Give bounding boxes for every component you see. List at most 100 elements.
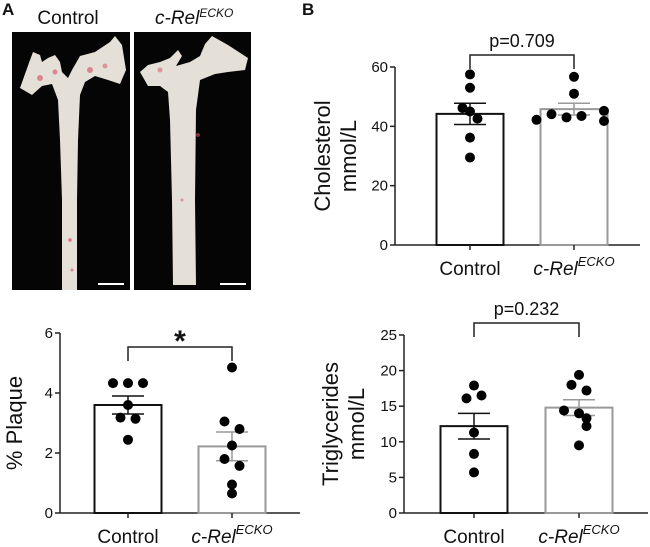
y-tick-label: 6 — [45, 325, 53, 342]
data-point — [469, 467, 479, 478]
y-label-line1: Cholesterol — [310, 100, 335, 211]
data-point — [559, 405, 569, 416]
data-point — [219, 454, 230, 464]
category-name: Control — [97, 527, 158, 547]
y-axis-label: % Plaque — [2, 376, 27, 470]
data-point — [465, 69, 475, 80]
y-tick-label: 5 — [389, 469, 397, 486]
data-point — [599, 105, 609, 116]
category-name: Control — [443, 527, 504, 547]
data-point — [531, 114, 542, 125]
data-point — [574, 369, 584, 380]
category-superscript: ECKO — [236, 522, 273, 537]
scale-bar — [98, 283, 124, 285]
aorta-photo-ko — [134, 32, 251, 290]
y-label-line1: Triglycerides — [318, 362, 343, 486]
y-tick-label: 60 — [371, 59, 388, 76]
data-point — [465, 152, 475, 163]
data-point — [581, 421, 592, 432]
y-tick-label: 2 — [45, 445, 53, 462]
y-tick-label: 0 — [45, 505, 53, 522]
data-point — [465, 132, 475, 143]
data-point — [108, 378, 118, 389]
significance-bracket — [473, 322, 580, 337]
data-point — [457, 102, 468, 113]
data-point — [569, 88, 579, 99]
category-name: c-Rel — [533, 259, 578, 280]
y-tick-label: 0 — [380, 237, 388, 254]
data-point — [566, 379, 577, 390]
bar-control — [93, 404, 163, 514]
data-point — [227, 488, 237, 499]
scale-bar — [220, 283, 246, 285]
data-point — [576, 110, 587, 121]
data-point — [569, 71, 579, 82]
data-point — [234, 460, 245, 471]
data-point — [476, 390, 487, 401]
y-axis-label: Triglyceridesmmol/L — [318, 362, 369, 486]
chart-triglycerides: 0 5 10 15 20 25 Triglyceridesmmol/L Control c-Re… — [318, 299, 648, 547]
category-name: c-Rel — [191, 527, 236, 547]
photo-label-ko: c-RelECKO — [155, 6, 233, 29]
data-point — [581, 385, 592, 396]
data-point — [227, 479, 237, 490]
y-tick-label: 20 — [380, 363, 397, 380]
data-point — [115, 412, 126, 423]
aorta-photo-control — [12, 32, 130, 290]
data-point — [546, 109, 557, 120]
significance-bracket — [469, 54, 575, 69]
x-category-label: c-RelECKO — [191, 522, 272, 547]
data-point — [138, 378, 148, 389]
x-category-label: c-RelECKO — [533, 254, 614, 280]
category-name: c-Rel — [538, 527, 583, 547]
significance-bracket — [127, 346, 233, 361]
data-point — [599, 115, 609, 126]
data-point — [227, 440, 237, 451]
data-point — [561, 112, 572, 123]
data-point — [574, 440, 584, 451]
data-point — [219, 416, 230, 427]
y-label-line1: % Plaque — [2, 376, 27, 470]
p-value-label: p=0.709 — [489, 31, 555, 51]
data-point — [469, 427, 479, 438]
data-point — [581, 413, 592, 424]
y-tick-label: 20 — [371, 178, 388, 195]
data-point — [123, 400, 133, 410]
data-point — [469, 448, 479, 459]
category-superscript: ECKO — [578, 254, 615, 269]
x-category-label: Control — [97, 527, 158, 547]
y-tick-label: 4 — [45, 385, 53, 402]
x-category-label: c-RelECKO — [538, 522, 619, 547]
p-value-label: p=0.232 — [494, 299, 560, 319]
data-point — [227, 362, 237, 373]
chart-cholesterol: 0 20 40 60 Cholesterolmmol/L Control c-RelECKO… — [310, 31, 640, 280]
data-point — [465, 106, 475, 117]
data-point — [574, 408, 584, 419]
data-point — [123, 378, 133, 389]
x-category-label: Control — [439, 259, 500, 280]
data-point — [234, 424, 245, 434]
y-label-line2: mmol/L — [336, 120, 361, 192]
bar-ko — [539, 108, 609, 246]
y-label-line2: mmol/L — [344, 388, 369, 460]
y-tick-label: 15 — [380, 398, 397, 415]
data-point — [465, 82, 475, 93]
chart-plaque: 0 2 4 6 % Plaque Control c-RelECKO * — [2, 325, 300, 547]
photo-label-control: Control — [37, 8, 98, 29]
bar-ko — [544, 406, 614, 514]
data-point — [469, 380, 479, 391]
panel-label-a: A — [2, 0, 14, 19]
category-name: Control — [439, 259, 500, 280]
x-category-label: Control — [443, 527, 504, 547]
y-tick-label: 10 — [380, 434, 397, 451]
y-tick-label: 0 — [389, 505, 397, 522]
data-point — [472, 113, 483, 124]
y-axis-label: Cholesterolmmol/L — [310, 100, 361, 211]
data-point — [130, 413, 141, 424]
data-point — [461, 393, 472, 404]
significance-star: * — [174, 325, 186, 358]
panel-label-b: B — [302, 0, 314, 19]
y-tick-label: 25 — [380, 327, 397, 344]
data-point — [123, 434, 133, 445]
